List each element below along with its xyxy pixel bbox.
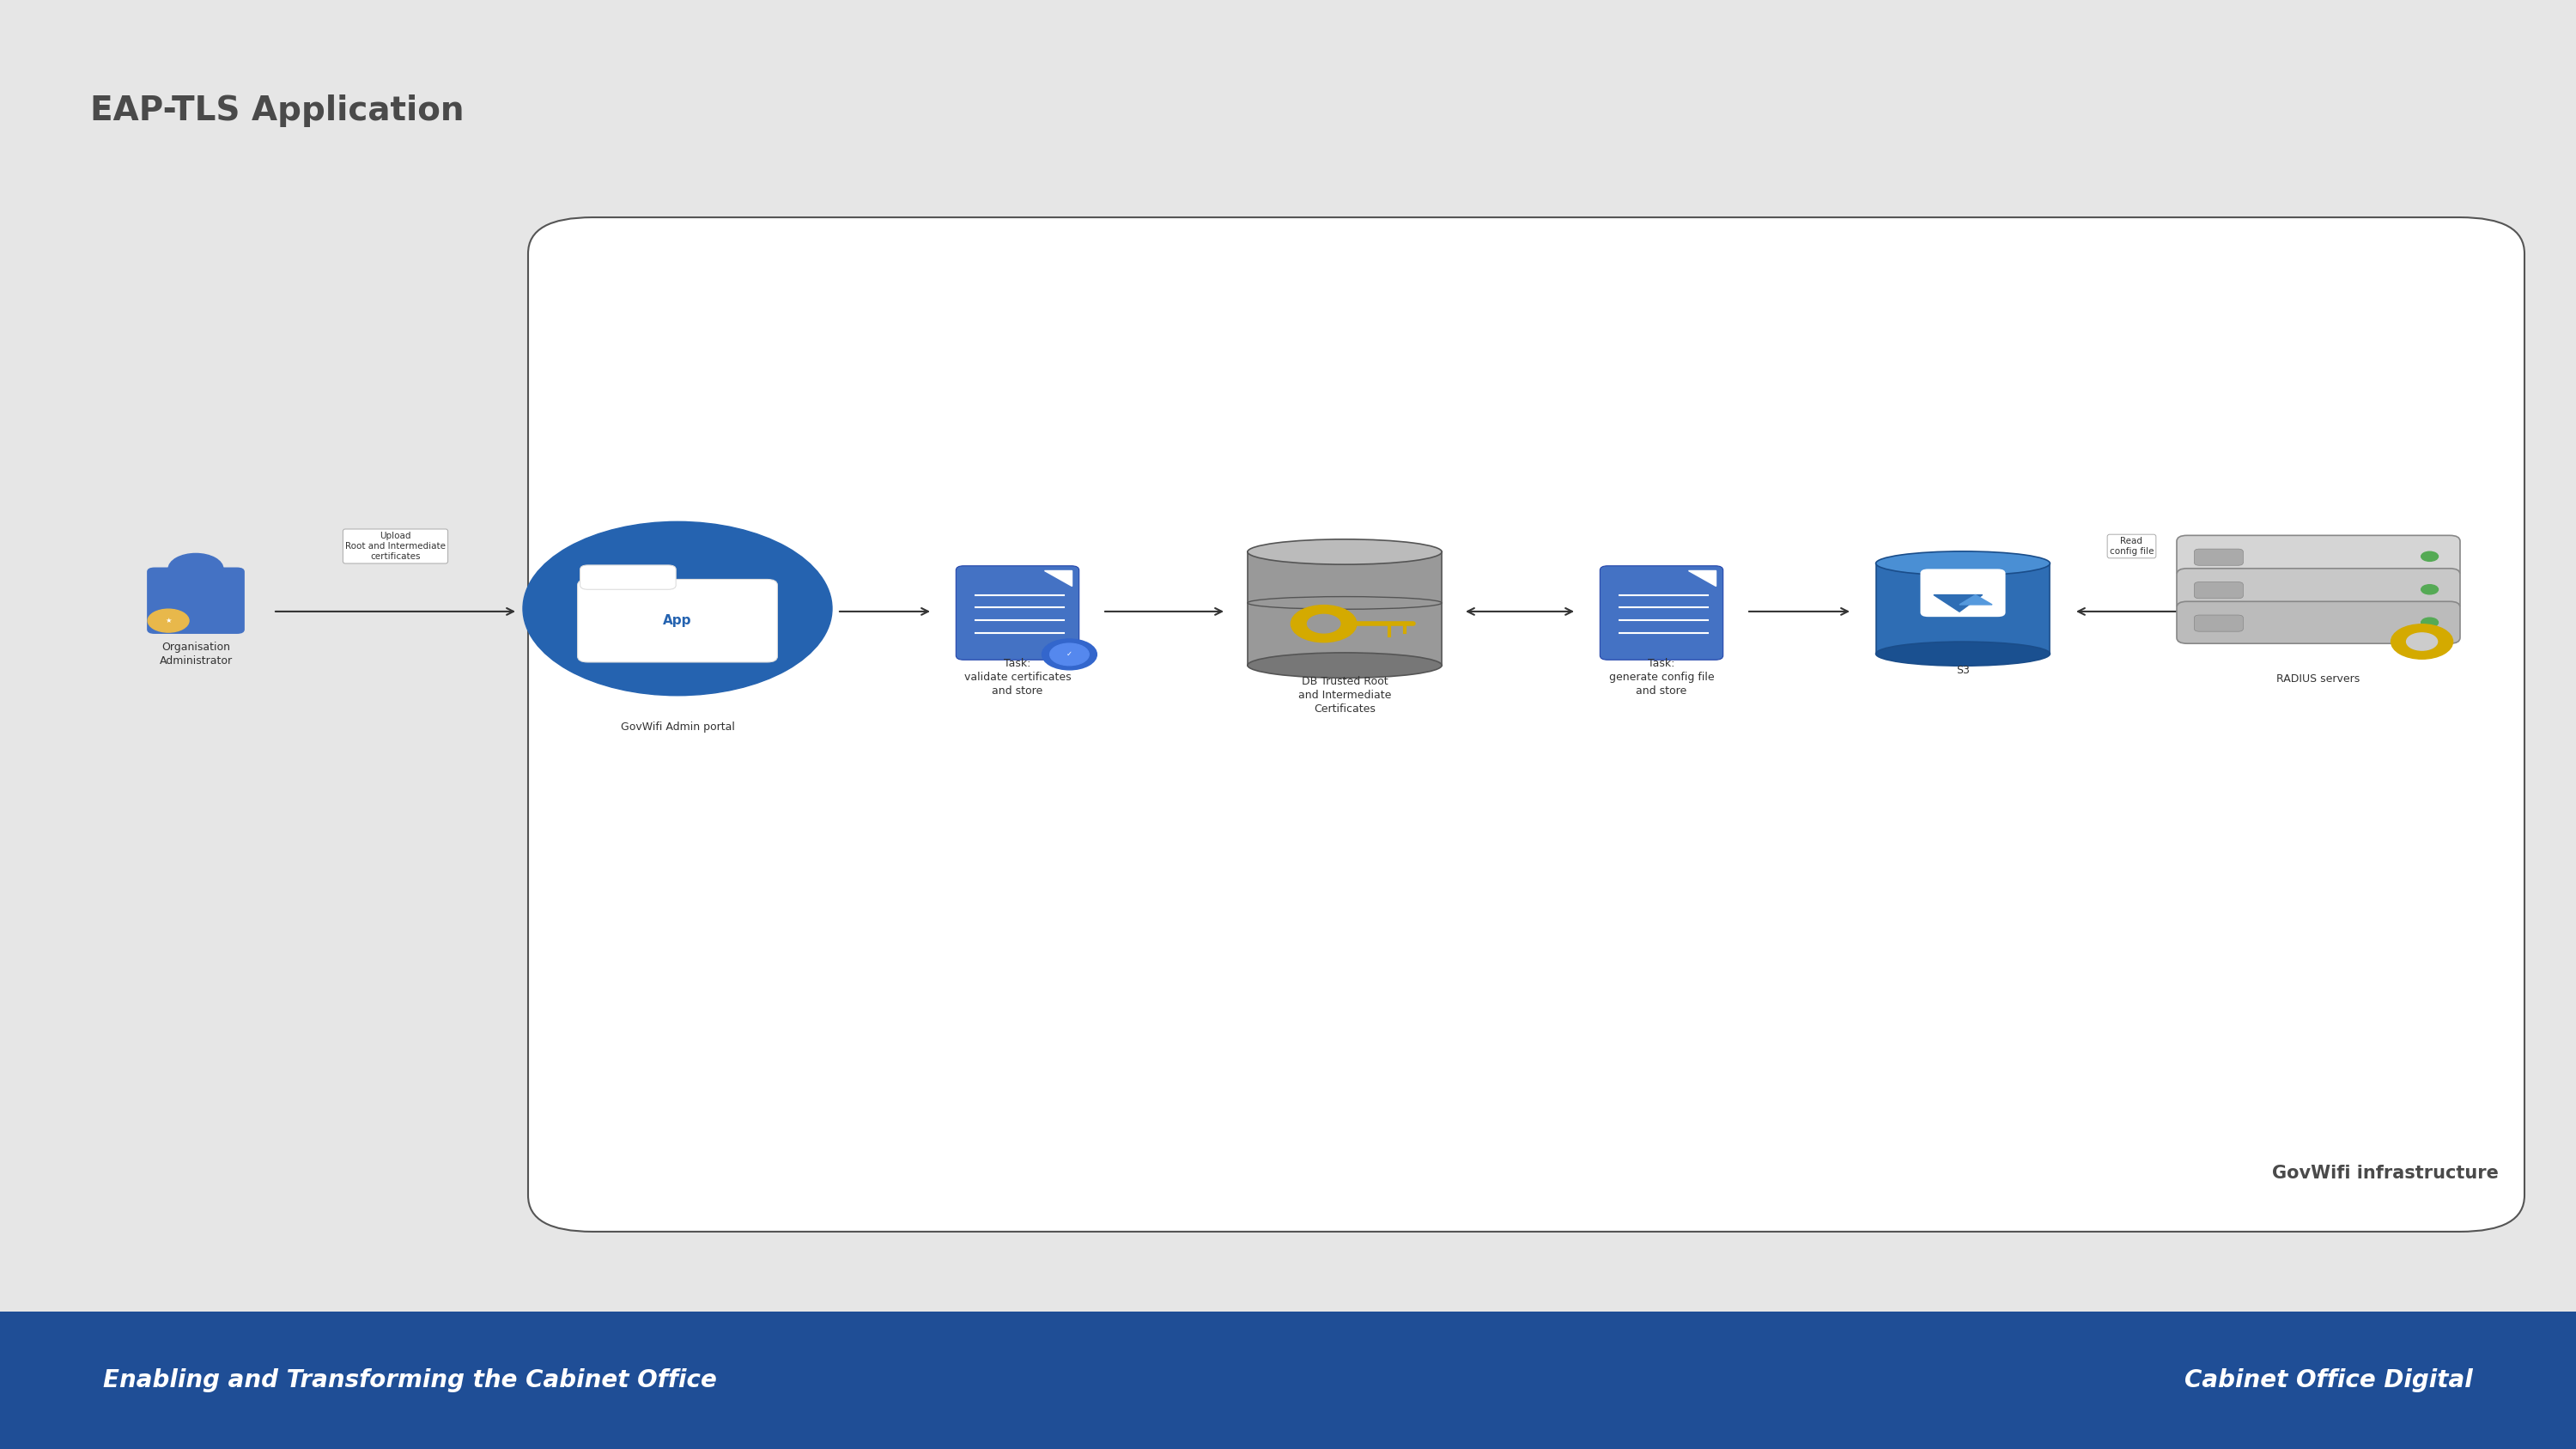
FancyBboxPatch shape <box>1600 565 1723 659</box>
FancyBboxPatch shape <box>1919 569 2007 617</box>
Polygon shape <box>1687 569 1716 585</box>
Circle shape <box>1291 606 1358 642</box>
Polygon shape <box>1247 552 1443 665</box>
Text: S3: S3 <box>1955 665 1971 677</box>
FancyBboxPatch shape <box>2177 601 2460 643</box>
FancyBboxPatch shape <box>2195 582 2244 598</box>
Ellipse shape <box>1247 539 1443 565</box>
Text: Task:
validate certificates
and store: Task: validate certificates and store <box>963 658 1072 697</box>
Text: GovWifi Admin portal: GovWifi Admin portal <box>621 722 734 733</box>
FancyBboxPatch shape <box>0 1311 2576 1449</box>
FancyBboxPatch shape <box>147 568 245 633</box>
Text: EAP-TLS Application: EAP-TLS Application <box>90 94 464 128</box>
Ellipse shape <box>1247 652 1443 678</box>
Polygon shape <box>1935 596 1984 611</box>
Circle shape <box>523 522 832 696</box>
Polygon shape <box>1960 596 1991 604</box>
Text: ✓: ✓ <box>1066 651 1072 658</box>
Circle shape <box>2421 552 2437 561</box>
FancyBboxPatch shape <box>577 580 778 662</box>
Text: Read
config file: Read config file <box>2110 536 2154 556</box>
FancyBboxPatch shape <box>2177 568 2460 610</box>
Ellipse shape <box>1875 642 2050 667</box>
Text: Organisation
Administrator: Organisation Administrator <box>160 642 232 667</box>
FancyBboxPatch shape <box>580 565 675 590</box>
Text: ★: ★ <box>165 617 173 625</box>
Circle shape <box>1306 614 1340 633</box>
FancyBboxPatch shape <box>956 565 1079 659</box>
Text: App: App <box>662 614 693 627</box>
Text: DB Trusted Root
and Intermediate
Certificates: DB Trusted Root and Intermediate Certifi… <box>1298 675 1391 714</box>
FancyBboxPatch shape <box>2195 614 2244 632</box>
Text: Upload
Root and Intermediate
certificates: Upload Root and Intermediate certificate… <box>345 532 446 561</box>
Circle shape <box>2421 585 2437 594</box>
Text: Cabinet Office Digital: Cabinet Office Digital <box>2184 1368 2473 1392</box>
FancyBboxPatch shape <box>2195 549 2244 565</box>
Polygon shape <box>1043 569 1072 585</box>
Circle shape <box>2421 617 2437 627</box>
Text: Enabling and Transforming the Cabinet Office: Enabling and Transforming the Cabinet Of… <box>103 1368 716 1392</box>
FancyBboxPatch shape <box>2177 535 2460 578</box>
Text: GovWifi infrastructure: GovWifi infrastructure <box>2272 1165 2499 1182</box>
Text: RADIUS servers: RADIUS servers <box>2277 674 2360 685</box>
Ellipse shape <box>1875 551 2050 575</box>
Circle shape <box>2391 625 2452 659</box>
FancyBboxPatch shape <box>528 217 2524 1232</box>
Circle shape <box>167 554 224 584</box>
Circle shape <box>147 609 188 632</box>
Text: Task:
generate config file
and store: Task: generate config file and store <box>1610 658 1713 697</box>
Circle shape <box>1051 643 1090 665</box>
Polygon shape <box>1875 564 2050 653</box>
Circle shape <box>1043 639 1097 669</box>
Circle shape <box>2406 633 2437 651</box>
